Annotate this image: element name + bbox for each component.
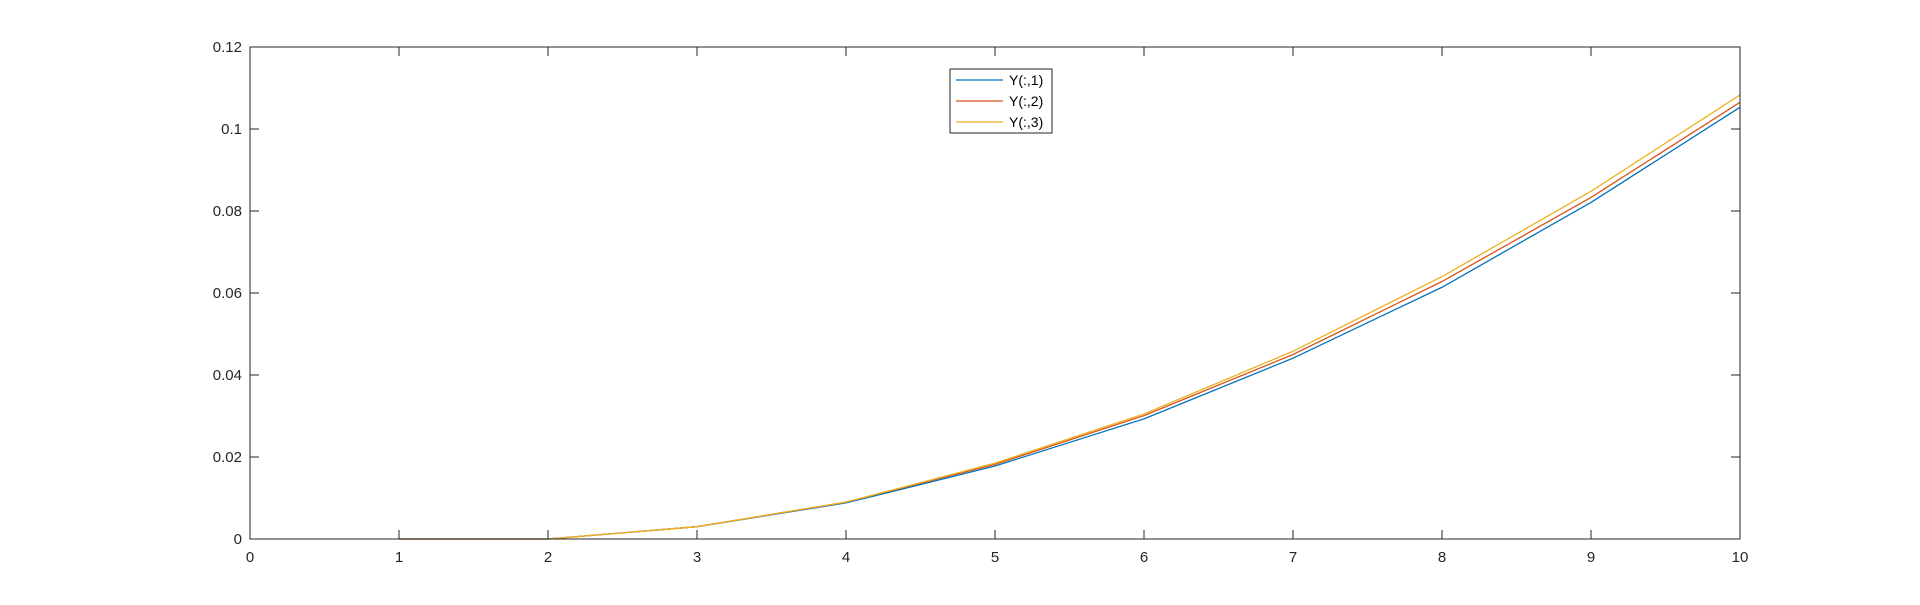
x-tick-label: 8 — [1438, 549, 1446, 566]
legend[interactable]: Y(:,1) Y(:,2) Y(:,3) — [949, 68, 1053, 134]
y-tick-label: 0.06 — [213, 285, 242, 302]
legend-label-series-3: Y(:,3) — [1009, 114, 1043, 130]
x-tick-label: 5 — [991, 549, 999, 566]
series-layer — [399, 94, 1741, 540]
x-tick-label: 10 — [1732, 549, 1749, 566]
legend-label-series-1: Y(:,1) — [1009, 72, 1043, 88]
x-tick-label: 9 — [1587, 549, 1595, 566]
x-tick-label: 4 — [842, 549, 850, 566]
tick-layer: 0 1 2 3 4 5 6 7 8 9 10 0 0.02 0.04 0.06 0.08 0.1 0.12 — [213, 39, 1749, 566]
series-line-3 — [399, 94, 1741, 540]
y-tick-label: 0.1 — [221, 121, 242, 138]
y-tick-label: 0.02 — [213, 449, 242, 466]
x-tick-label: 1 — [395, 549, 403, 566]
y-tick-label: 0.04 — [213, 367, 242, 384]
x-tick-label: 6 — [1140, 549, 1148, 566]
legend-label-series-2: Y(:,2) — [1009, 93, 1043, 109]
x-tick-label: 0 — [246, 549, 254, 566]
plot-frame — [249, 46, 1741, 540]
x-tick-label: 3 — [693, 549, 701, 566]
y-tick-label: 0.12 — [213, 39, 242, 56]
y-tick-label: 0 — [234, 531, 242, 548]
x-tick-label: 7 — [1289, 549, 1297, 566]
x-tick-label: 2 — [544, 549, 552, 566]
y-tick-label: 0.08 — [213, 203, 242, 220]
